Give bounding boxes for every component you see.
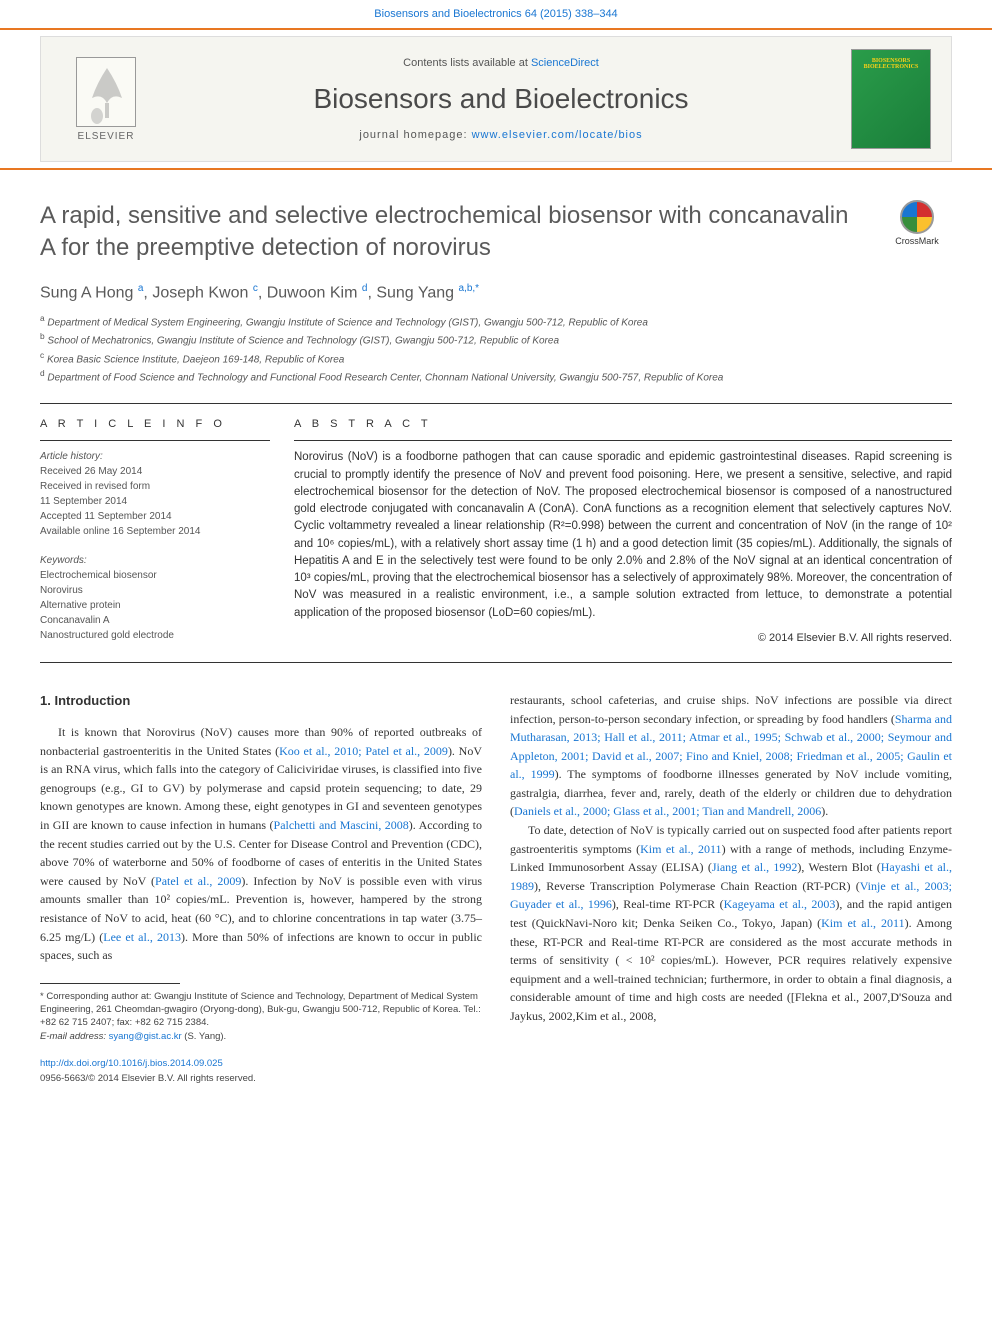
email-link[interactable]: syang@gist.ac.kr bbox=[109, 1031, 182, 1042]
keyword-line: Nanostructured gold electrode bbox=[40, 628, 270, 643]
article-info-col: A R T I C L E I N F O Article history: R… bbox=[40, 418, 270, 644]
rule-below-abstract bbox=[40, 662, 952, 663]
affiliation-line: a Department of Medical System Engineeri… bbox=[40, 312, 952, 330]
elsevier-label: ELSEVIER bbox=[78, 131, 135, 142]
contents-line: Contents lists available at ScienceDirec… bbox=[151, 57, 851, 69]
orange-rule-top bbox=[0, 28, 992, 30]
doi-block: http://dx.doi.org/10.1016/j.bios.2014.09… bbox=[40, 1057, 482, 1086]
history-line: Accepted 11 September 2014 bbox=[40, 509, 270, 524]
history-line: Available online 16 September 2014 bbox=[40, 524, 270, 539]
abstract-rule bbox=[294, 440, 952, 441]
affiliation-line: c Korea Basic Science Institute, Daejeon… bbox=[40, 349, 952, 367]
intro-para-2: restaurants, school cafeterias, and crui… bbox=[510, 691, 952, 821]
email-label: E-mail address: bbox=[40, 1031, 109, 1042]
crossmark-badge[interactable]: CrossMark bbox=[882, 200, 952, 246]
keyword-line: Alternative protein bbox=[40, 598, 270, 613]
history-line: Received in revised form bbox=[40, 479, 270, 494]
body-col-right: restaurants, school cafeterias, and crui… bbox=[510, 691, 952, 1086]
sciencedirect-link[interactable]: ScienceDirect bbox=[531, 57, 599, 69]
homepage-prefix: journal homepage: bbox=[359, 129, 471, 141]
elsevier-tree-icon bbox=[76, 57, 136, 127]
affiliations: a Department of Medical System Engineeri… bbox=[40, 312, 952, 385]
top-journal-ref: Biosensors and Bioelectronics 64 (2015) … bbox=[0, 0, 992, 28]
keyword-line: Norovirus bbox=[40, 583, 270, 598]
header-center: Contents lists available at ScienceDirec… bbox=[151, 57, 851, 141]
authors-line: Sung A Hong a, Joseph Kwon c, Duwoon Kim… bbox=[40, 283, 952, 302]
affiliation-line: d Department of Food Science and Technol… bbox=[40, 367, 952, 385]
info-abstract-row: A R T I C L E I N F O Article history: R… bbox=[40, 418, 952, 644]
keyword-line: Electrochemical biosensor bbox=[40, 568, 270, 583]
corresponding-footnote: * Corresponding author at: Gwangju Insti… bbox=[40, 990, 482, 1030]
footnote-separator bbox=[40, 983, 180, 984]
history-line: 11 September 2014 bbox=[40, 494, 270, 509]
homepage-line: journal homepage: www.elsevier.com/locat… bbox=[151, 129, 851, 141]
homepage-link[interactable]: www.elsevier.com/locate/bios bbox=[472, 129, 643, 141]
body-columns: 1. Introduction It is known that Norovir… bbox=[40, 691, 952, 1086]
abstract-heading: A B S T R A C T bbox=[294, 418, 952, 430]
orange-rule-bottom bbox=[0, 168, 992, 170]
info-rule bbox=[40, 440, 270, 441]
journal-title: Biosensors and Bioelectronics bbox=[151, 83, 851, 115]
history-line: Received 26 May 2014 bbox=[40, 464, 270, 479]
article-title: A rapid, sensitive and selective electro… bbox=[40, 200, 862, 265]
issn-line: 0956-5663/© 2014 Elsevier B.V. All right… bbox=[40, 1073, 256, 1084]
article-info-heading: A R T I C L E I N F O bbox=[40, 418, 270, 430]
keywords-block: Keywords: Electrochemical biosensorNorov… bbox=[40, 553, 270, 643]
abstract-text: Norovirus (NoV) is a foodborne pathogen … bbox=[294, 449, 952, 622]
title-row: A rapid, sensitive and selective electro… bbox=[40, 200, 952, 265]
keyword-line: Concanavalin A bbox=[40, 613, 270, 628]
body-col-left: 1. Introduction It is known that Norovir… bbox=[40, 691, 482, 1086]
cover-text: BIOSENSORS BIOELECTRONICS bbox=[856, 58, 926, 70]
journal-cover-thumb: BIOSENSORS BIOELECTRONICS bbox=[851, 49, 931, 149]
doi-link[interactable]: http://dx.doi.org/10.1016/j.bios.2014.09… bbox=[40, 1058, 223, 1069]
intro-heading: 1. Introduction bbox=[40, 691, 482, 711]
intro-para-1: It is known that Norovirus (NoV) causes … bbox=[40, 723, 482, 965]
rule-above-info bbox=[40, 403, 952, 404]
email-footnote: E-mail address: syang@gist.ac.kr (S. Yan… bbox=[40, 1030, 482, 1043]
crossmark-icon bbox=[900, 200, 934, 234]
history-label: Article history: bbox=[40, 449, 270, 464]
top-journal-link[interactable]: Biosensors and Bioelectronics 64 (2015) … bbox=[374, 8, 617, 20]
abstract-col: A B S T R A C T Norovirus (NoV) is a foo… bbox=[294, 418, 952, 644]
keywords-label: Keywords: bbox=[40, 553, 270, 568]
contents-prefix: Contents lists available at bbox=[403, 57, 531, 69]
crossmark-label: CrossMark bbox=[882, 236, 952, 246]
email-suffix: (S. Yang). bbox=[182, 1031, 227, 1042]
elsevier-logo: ELSEVIER bbox=[61, 49, 151, 149]
abstract-copyright: © 2014 Elsevier B.V. All rights reserved… bbox=[294, 632, 952, 644]
article-content: A rapid, sensitive and selective electro… bbox=[40, 200, 952, 1086]
journal-header: ELSEVIER Contents lists available at Sci… bbox=[40, 36, 952, 162]
intro-para-3: To date, detection of NoV is typically c… bbox=[510, 821, 952, 1026]
history-block: Article history: Received 26 May 2014Rec… bbox=[40, 449, 270, 539]
affiliation-line: b School of Mechatronics, Gwangju Instit… bbox=[40, 330, 952, 348]
